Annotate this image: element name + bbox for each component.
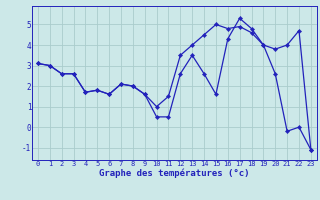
X-axis label: Graphe des températures (°c): Graphe des températures (°c)	[99, 168, 250, 178]
